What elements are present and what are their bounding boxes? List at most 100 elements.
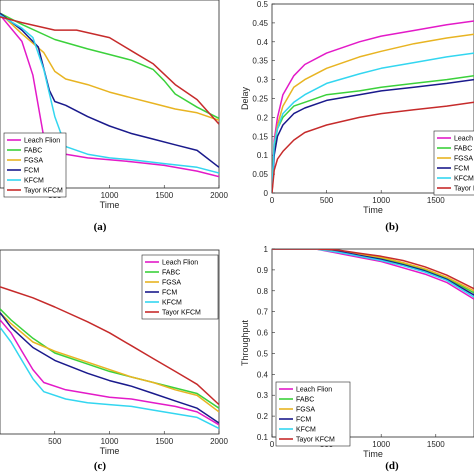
legend: Leach Flion FABC FGSA FCM KFCM Tayor KFCM xyxy=(275,381,351,447)
series-line-fcm xyxy=(272,249,474,296)
legend-label: FCM xyxy=(296,417,311,424)
y-tick-label: 0.4 xyxy=(257,38,269,47)
y-tick-label: 0.35 xyxy=(252,57,268,66)
x-tick-label: 1500 xyxy=(427,440,445,449)
legend-label: Tayor KFCM xyxy=(454,186,474,193)
y-axis-label: Delay xyxy=(240,86,250,110)
legend-label: FABC xyxy=(296,397,314,404)
series-line-leach-flion xyxy=(272,249,474,300)
x-tick-label: 0 xyxy=(270,196,275,205)
legend: Leach Flion FABC FGSA FCM KFCM Tayor KFCM xyxy=(3,132,67,198)
y-tick-label: 1 xyxy=(264,245,269,254)
series-line-kfcm xyxy=(272,249,474,298)
panel-label-b: (b) xyxy=(385,221,399,233)
legend-label: Tayor KFCM xyxy=(24,188,63,195)
y-tick-label: 0.8 xyxy=(257,287,269,296)
legend-label: FGSA xyxy=(296,407,315,414)
series-line-tayor-kfcm xyxy=(272,101,474,193)
x-tick-label: 1000 xyxy=(372,440,390,449)
y-tick-label: 0.3 xyxy=(257,76,269,85)
legend-label: Tayor KFCM xyxy=(296,437,335,444)
legend-label: KFCM xyxy=(162,300,182,307)
x-tick-label: 2000 xyxy=(210,437,228,446)
legend-box xyxy=(141,254,219,320)
series-line-kfcm xyxy=(272,52,474,193)
series-line-tayor-kfcm xyxy=(0,16,219,125)
chart-c: 500 1000 1500 2000 Time Leach Flion FABC FGSA FC… xyxy=(0,249,228,456)
series-line-kfcm xyxy=(0,14,219,174)
y-tick-label: 0.2 xyxy=(257,113,269,122)
series-group xyxy=(0,12,219,178)
y-axis-label: Throughput xyxy=(240,319,250,366)
legend-label: Leach Flion xyxy=(24,138,60,145)
y-tick-label: 0.25 xyxy=(252,95,268,104)
y-tick-label: 0.2 xyxy=(257,412,269,421)
y-tick-label: 0.6 xyxy=(257,329,269,338)
y-tick-label: 0.3 xyxy=(257,391,269,400)
legend: Leach Flion FABC FGSA FCM KFCM Tayor KFCM xyxy=(141,254,219,320)
legend-label: FGSA xyxy=(24,158,43,165)
legend-label: Leach Flion xyxy=(454,136,474,143)
series-line-fgsa xyxy=(0,312,219,413)
legend-label: KFCM xyxy=(454,176,474,183)
series-line-tayor-kfcm xyxy=(272,249,474,290)
y-tick-label: 0.4 xyxy=(257,370,269,379)
series-line-fabc xyxy=(0,308,219,409)
x-tick-label: 1500 xyxy=(427,196,445,205)
x-axis-label: Time xyxy=(100,200,120,210)
legend-label: FCM xyxy=(454,166,469,173)
y-tick-label: 0.15 xyxy=(252,132,268,141)
y-tick-label: 0.9 xyxy=(257,266,269,275)
x-axis-label: Time xyxy=(100,446,120,456)
legend-label: FABC xyxy=(162,270,180,277)
chart-b: 0 500 1000 1500 0 0.05 0.1 0.15 0.2 0.25 0.3 0.35 0.… xyxy=(240,0,474,215)
legend-label: FGSA xyxy=(162,280,181,287)
plot-frame-d xyxy=(271,248,474,438)
y-tick-label: 0.1 xyxy=(257,433,269,442)
legend-label: KFCM xyxy=(24,178,44,185)
y-tick-label: 0.1 xyxy=(257,151,269,160)
legend-label: KFCM xyxy=(296,427,316,434)
x-tick-label: 1500 xyxy=(155,191,173,200)
legend-label: Leach Flion xyxy=(296,387,332,394)
chart-d: 0500100015000.10.20.30.40.50.60.70.80.91… xyxy=(240,245,474,459)
x-tick-label: 500 xyxy=(48,437,62,446)
series-group xyxy=(272,249,474,300)
x-tick-label: 1000 xyxy=(101,191,119,200)
series-line-fabc xyxy=(0,12,219,120)
legend-box xyxy=(275,381,351,447)
legend-label: Tayor KFCM xyxy=(162,310,201,317)
legend-box xyxy=(433,130,474,196)
legend-box xyxy=(3,132,67,198)
legend: Leach Flion FABC FGSA FCM KFCM Tayor KFCM xyxy=(433,130,474,196)
series-group xyxy=(0,286,219,430)
x-tick-label: 1000 xyxy=(372,196,390,205)
legend-label: FABC xyxy=(454,146,472,153)
x-tick-label: 500 xyxy=(320,196,334,205)
panel-label-c: (c) xyxy=(94,460,107,472)
series-line-tayor-kfcm xyxy=(0,286,219,406)
series-line-leach-flion xyxy=(0,14,219,178)
y-tick-label: 0.05 xyxy=(252,170,268,179)
series-line-fgsa xyxy=(0,12,219,122)
y-tick-label: 0.5 xyxy=(257,349,269,358)
series-line-leach-flion xyxy=(0,319,219,426)
series-line-fgsa xyxy=(272,249,474,292)
legend-label: FCM xyxy=(162,290,177,297)
series-line-fcm xyxy=(0,312,219,424)
legend-label: FGSA xyxy=(454,156,473,163)
y-tick-label: 0 xyxy=(264,189,269,198)
x-tick-label: 0 xyxy=(270,440,275,449)
legend-label: Leach Flion xyxy=(162,260,198,267)
series-line-leach-flion xyxy=(272,20,474,193)
y-tick-label: 0.7 xyxy=(257,308,269,317)
legend-label: FABC xyxy=(24,148,42,155)
x-tick-label: 1000 xyxy=(101,437,119,446)
series-group xyxy=(272,20,474,193)
series-line-fcm xyxy=(272,78,474,193)
y-tick-label: 0.5 xyxy=(257,0,269,9)
y-tick-label: 0.45 xyxy=(252,19,268,28)
x-axis-label: Time xyxy=(363,449,383,459)
